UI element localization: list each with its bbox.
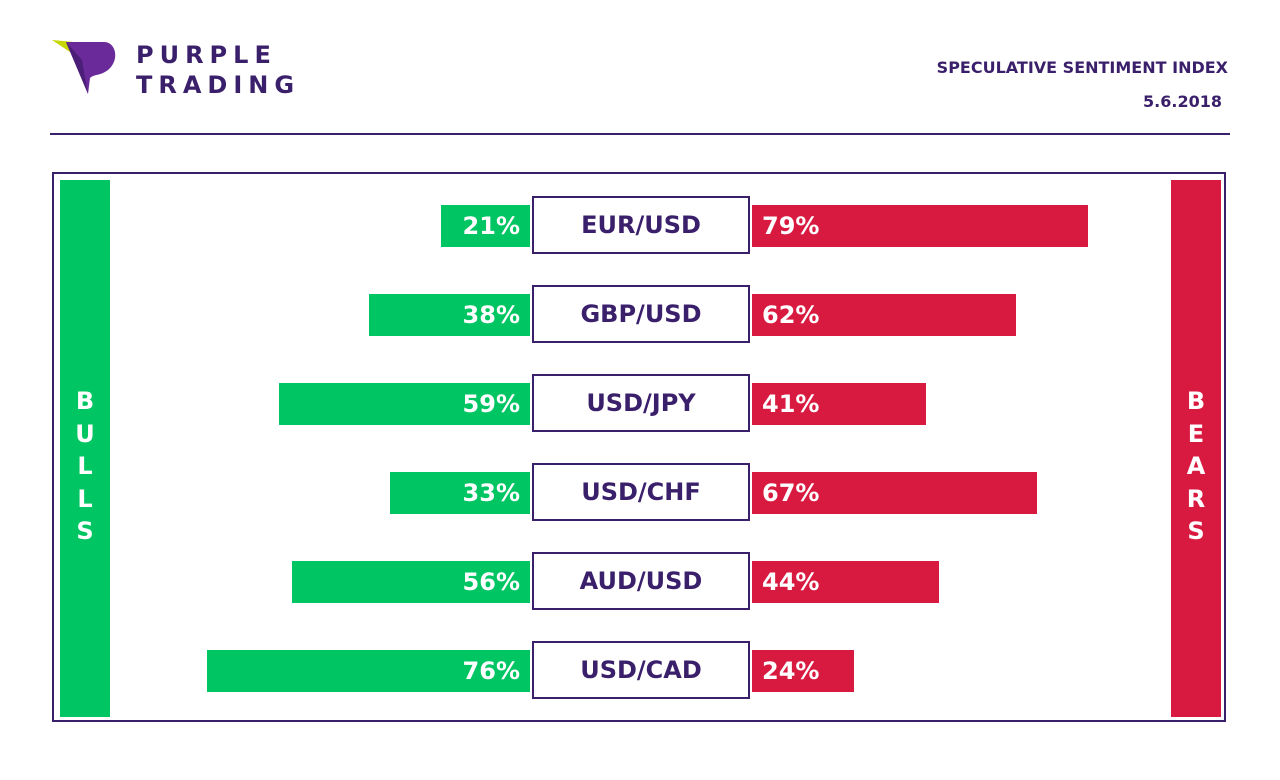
- bulls-legend-bar: [60, 180, 110, 717]
- brand-line-1: PURPLE: [136, 41, 277, 69]
- currency-pair-label: AUD/USD: [532, 552, 750, 610]
- bull-value-label: 76%: [462, 657, 520, 685]
- bear-bar: [752, 650, 854, 692]
- bull-value-label: 33%: [462, 479, 520, 507]
- bear-bar: [752, 561, 939, 603]
- bull-bar: [292, 561, 530, 603]
- bear-value-label: 62%: [762, 301, 820, 329]
- page-title: SPECULATIVE SENTIMENT INDEX: [936, 58, 1228, 77]
- bull-value-label: 38%: [462, 301, 520, 329]
- bull-value-label: 56%: [462, 568, 520, 596]
- currency-pair-label: EUR/USD: [532, 196, 750, 254]
- bear-value-label: 79%: [762, 212, 820, 240]
- bear-value-label: 67%: [762, 479, 820, 507]
- bear-value-label: 24%: [762, 657, 820, 685]
- brand-wordmark: PURPLE TRADING: [136, 40, 300, 100]
- bear-bar: [752, 205, 1088, 247]
- bull-value-label: 21%: [462, 212, 520, 240]
- brand-logo-icon: [52, 40, 118, 96]
- bear-bar: [752, 294, 1016, 336]
- bear-bar: [752, 383, 927, 425]
- currency-pair-label: GBP/USD: [532, 285, 750, 343]
- bull-value-label: 59%: [462, 390, 520, 418]
- brand-line-2: TRADING: [136, 71, 301, 99]
- header-divider: [50, 133, 1230, 135]
- bull-bar: [440, 205, 530, 247]
- chart-frame: [52, 172, 1226, 722]
- bull-bar: [368, 294, 530, 336]
- bears-legend-bar: [1171, 180, 1221, 717]
- bull-bar: [279, 383, 530, 425]
- currency-pair-label: USD/CAD: [532, 641, 750, 699]
- currency-pair-label: USD/CHF: [532, 463, 750, 521]
- bull-bar: [207, 650, 530, 692]
- currency-pair-label: USD/JPY: [532, 374, 750, 432]
- bear-value-label: 44%: [762, 568, 820, 596]
- bear-bar: [752, 472, 1037, 514]
- bull-bar: [389, 472, 530, 514]
- bear-value-label: 41%: [762, 390, 820, 418]
- report-date: 5.6.2018: [1143, 92, 1222, 111]
